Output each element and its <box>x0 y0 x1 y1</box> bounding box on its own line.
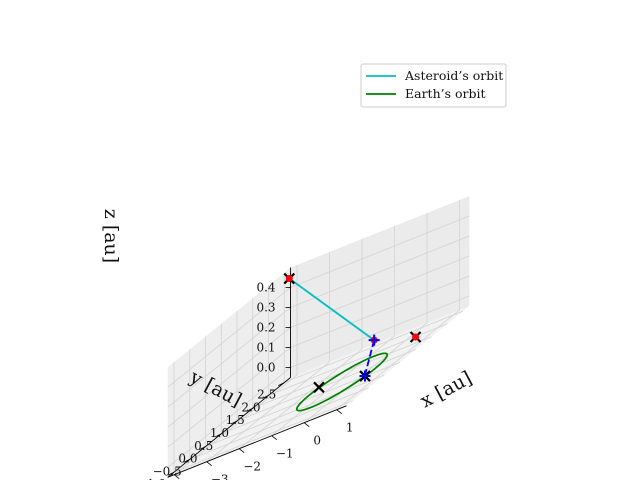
y-tick <box>246 407 253 412</box>
dot-marker <box>412 333 420 341</box>
y-tick <box>230 420 238 425</box>
tick-marks <box>167 287 342 480</box>
dot-marker <box>285 275 293 283</box>
y-tick-label: 1.5 <box>226 413 245 427</box>
grid-floor-x <box>173 374 298 476</box>
y-tick <box>215 433 222 438</box>
x-tick-label: −2 <box>243 460 261 474</box>
grid-lines <box>167 199 470 476</box>
x-tick-label: −1 <box>276 447 294 461</box>
x-tick-label: 1 <box>346 421 354 435</box>
x-tick-label: 0 <box>313 434 321 448</box>
x-tick <box>303 422 310 428</box>
y-tick-label: 0.5 <box>194 439 213 453</box>
grid-floor-x <box>336 309 460 411</box>
y-tick-label: −1.0 <box>137 477 166 480</box>
grid-back-z <box>290 235 470 308</box>
grid-floor-x <box>206 361 330 463</box>
grid-left-z <box>167 347 291 448</box>
x-tick <box>206 461 212 467</box>
grid-floor-x <box>238 348 363 450</box>
floor-pane <box>167 306 470 478</box>
z-tick-label: 0.0 <box>256 360 275 374</box>
x-axis-label: x [au] <box>417 367 476 412</box>
plus-marker <box>359 370 371 382</box>
grid-back-z <box>290 295 470 368</box>
grid-left-z <box>167 367 291 468</box>
orbit-curves <box>288 277 389 412</box>
back-wall-pane <box>290 196 470 378</box>
grid-left-z <box>167 307 291 408</box>
asteroid-orbit-line <box>288 277 375 341</box>
z-axis-label: z [au] <box>100 209 122 263</box>
grid-back-z <box>290 275 470 348</box>
x-tick <box>271 435 277 441</box>
grid-floor-y <box>173 400 353 473</box>
y-tick-label: 0.0 <box>178 452 197 466</box>
grid-floor-y <box>221 361 401 435</box>
z-tick-label: 0.1 <box>256 340 275 354</box>
grid-back-z <box>290 215 470 288</box>
y-tick-label: 2.5 <box>257 388 276 402</box>
y-tick-label: 2.0 <box>241 400 260 414</box>
grid-floor-y <box>236 349 416 422</box>
x-tick-label: −3 <box>211 473 229 480</box>
grid-floor-y <box>205 374 385 447</box>
grid-left-z <box>167 327 291 428</box>
y-tick <box>278 382 285 386</box>
y-tick <box>167 471 175 476</box>
z-tick-label: 0.4 <box>256 280 275 294</box>
legend: Asteroid’s orbit Earth’s orbit <box>360 63 507 108</box>
tick-labels: −4−3−2−101−1.0−0.50.00.51.01.52.02.50.00… <box>137 280 354 480</box>
x-tick <box>238 448 245 454</box>
y-tick-label: 1.0 <box>210 426 229 440</box>
legend-label-earth: Earth’s orbit <box>405 86 486 101</box>
point-markers <box>283 272 422 394</box>
z-tick-label: 0.3 <box>256 300 275 314</box>
grid-back-z <box>290 255 470 328</box>
x-tick <box>173 474 180 480</box>
y-tick-label: −0.5 <box>153 464 182 478</box>
legend-box <box>360 63 507 108</box>
y-tick <box>199 446 206 450</box>
grid-floor-y <box>189 387 369 460</box>
grid-floor-y <box>284 310 464 383</box>
left-wall-pane <box>167 267 291 478</box>
x-axis-line <box>167 405 347 478</box>
plus-marker <box>368 334 380 346</box>
y-tick <box>183 459 190 463</box>
axes-panes <box>167 196 470 478</box>
grid-left-z <box>167 287 291 388</box>
z-tick-label: 0.2 <box>256 320 275 334</box>
x-marker <box>313 381 325 394</box>
y-tick <box>262 395 269 399</box>
grid-floor-x <box>271 335 395 437</box>
transfer-line <box>364 339 375 376</box>
axis-lines <box>167 267 347 478</box>
y-axis-line <box>167 377 291 478</box>
legend-label-asteroid: Asteroid’s orbit <box>404 68 503 83</box>
earth-orbit-line <box>295 352 389 412</box>
x-tick <box>336 409 342 415</box>
